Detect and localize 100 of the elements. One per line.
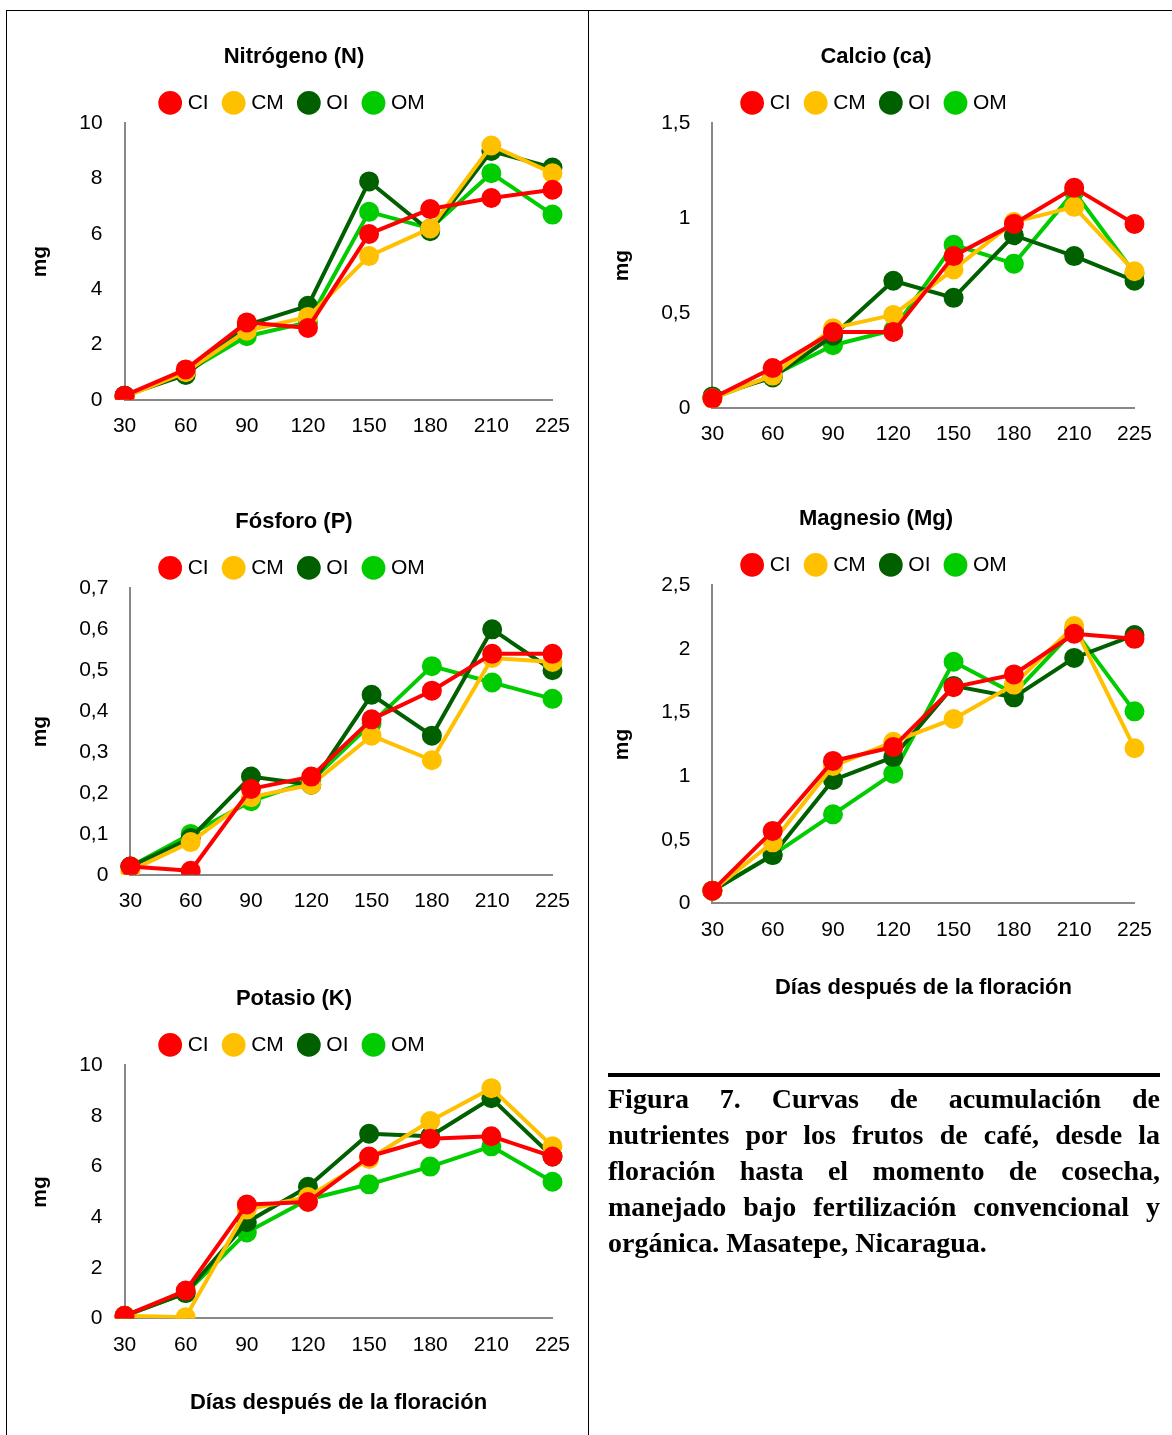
y-tick-label: 6 [90,1153,103,1177]
legend-label: OM [391,554,425,578]
x-tick-label: 60 [761,421,785,445]
x-tick-label: 225 [534,1331,570,1355]
y-tick-label: 2 [678,635,691,659]
y-tick-label: 1 [678,205,691,228]
x-tick-label: 225 [534,888,570,912]
x-tick-label: 60 [174,1331,198,1355]
legend-label: CI [187,1031,209,1055]
y-tick-label: 0,3 [79,738,109,762]
x-tick-label: 180 [412,413,448,437]
y-tick-label: 8 [90,165,103,189]
legend-label: CI [187,554,209,578]
x-tick-label: 180 [996,421,1032,445]
x-tick-label: 210 [1056,916,1092,940]
legend-label: CM [251,554,284,578]
chart-title: Magnesio (Mg) [799,505,953,531]
y-axis-title: mg [27,715,51,748]
x-tick-label: 120 [875,421,911,445]
x-tick-label: 60 [174,413,198,437]
y-tick-label: 2 [90,331,103,355]
legend-label: OM [391,89,425,113]
chart-title: Nitrógeno (N) [223,43,365,69]
legend-label: OM [973,89,1007,113]
legend-label: OM [973,551,1007,575]
chart-title: Potasio (K) [235,985,353,1011]
legend-label: CM [833,551,866,575]
x-tick-label: 210 [473,1331,509,1355]
x-tick-label: 120 [290,413,326,437]
y-tick-label: 0 [678,394,691,418]
x-tick-label: 180 [996,916,1032,940]
y-tick-label: 0,5 [661,299,691,323]
y-tick-label: 8 [90,1102,103,1126]
y-tick-label: 0 [90,386,103,410]
y-tick-label: 1,5 [661,699,691,723]
legend-label: CI [769,89,791,113]
x-tick-label: 225 [534,413,570,437]
y-tick-label: 0,4 [79,697,109,721]
x-tick-label: 90 [235,413,259,437]
y-tick-label: 0 [678,890,691,914]
y-tick-label: 0 [90,1305,103,1329]
x-tick-label: 120 [290,1331,326,1355]
legend-label: CI [187,89,209,113]
y-axis-title: mg [27,245,51,278]
x-tick-label: 60 [179,888,203,912]
x-tick-label: 150 [351,413,387,437]
y-tick-label: 2 [90,1254,103,1278]
x-tick-label: 180 [414,888,450,912]
x-tick-label: 30 [118,888,143,912]
x-tick-label: 225 [1116,421,1152,445]
x-axis-title: Días después de la floración [189,1388,488,1414]
x-tick-label: 30 [700,421,725,445]
y-axis-title: mg [27,1176,51,1208]
x-tick-label: 30 [112,413,137,437]
x-axis-title: Días después de la floración [774,973,1072,999]
y-tick-label: 10 [79,1052,103,1076]
x-tick-label: 180 [412,1331,448,1355]
x-tick-label: 120 [875,916,911,940]
y-tick-label: 0,2 [79,779,109,803]
y-tick-label: 0 [96,861,109,885]
x-tick-label: 30 [700,916,725,940]
legend-label: OI [326,1031,349,1055]
x-tick-label: 150 [936,421,972,445]
legend-label: CM [833,89,866,113]
x-tick-label: 90 [239,888,263,912]
y-tick-label: 4 [90,1204,103,1227]
x-tick-label: 150 [351,1331,387,1355]
legend-label: OM [391,1031,425,1055]
y-tick-label: 0,1 [79,820,109,844]
legend-label: CM [251,89,284,113]
y-tick-label: 1,5 [661,110,691,134]
y-tick-label: 1 [678,763,691,786]
legend-label: OI [326,89,349,113]
x-tick-label: 120 [293,888,329,912]
text: Figura 7. Curvas de acumulación de nutrientes por los frutos de café, desde la floración hasta el momento de cosecha, manejado bajo fertilización convencional y orgánica. Masatepe, Nicaragua. [608,1082,1160,1260]
legend-label: OI [326,554,349,578]
y-tick-label: 10 [79,110,103,134]
legend-label: CI [769,551,791,575]
x-tick-label: 150 [354,888,390,912]
x-tick-label: 210 [1056,421,1092,445]
y-tick-label: 2,5 [661,572,691,596]
y-tick-label: 0,7 [79,575,109,599]
x-tick-label: 90 [821,916,845,940]
y-tick-label: 0,5 [661,826,691,850]
y-tick-label: 0,6 [79,616,109,640]
x-tick-label: 225 [1116,916,1152,940]
chart-title: Fósforo (P) [235,508,353,534]
x-tick-label: 30 [112,1331,137,1355]
x-tick-label: 60 [761,916,785,940]
chart-title: Calcio (ca) [820,43,932,69]
x-tick-label: 90 [235,1331,259,1355]
legend-label: OI [908,551,931,575]
y-tick-label: 4 [90,276,103,300]
legend-label: OI [908,89,931,113]
x-tick-label: 210 [473,413,509,437]
y-axis-title: mg [609,249,633,282]
x-tick-label: 210 [474,888,510,912]
y-tick-label: 0,5 [79,657,109,681]
x-tick-label: 90 [821,421,845,445]
y-axis-title: mg [609,728,633,761]
